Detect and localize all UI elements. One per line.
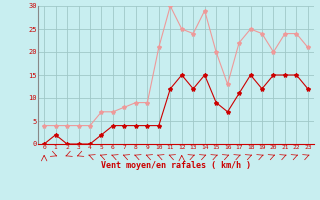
X-axis label: Vent moyen/en rafales ( km/h ): Vent moyen/en rafales ( km/h ) xyxy=(101,161,251,170)
